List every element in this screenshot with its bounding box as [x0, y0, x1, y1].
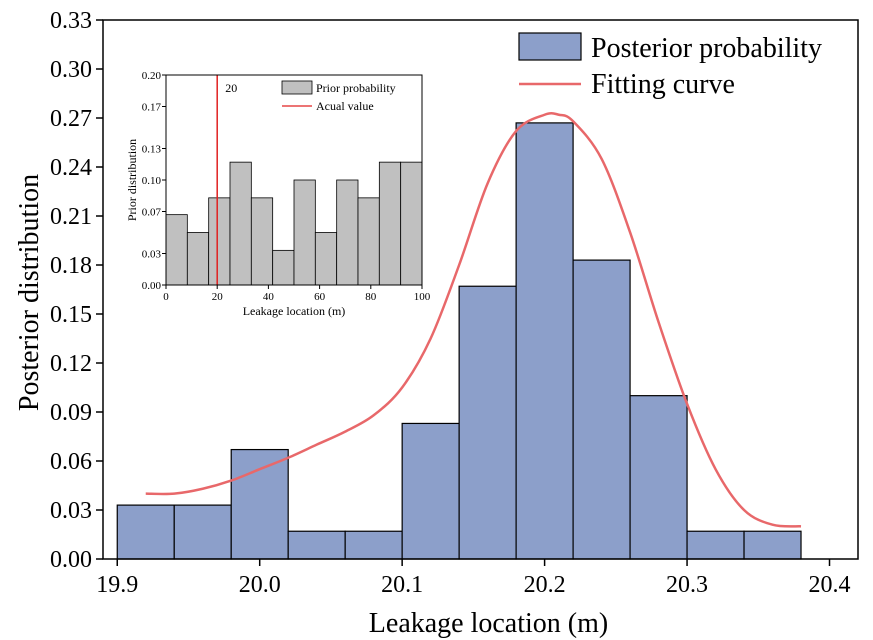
posterior-bar-0 [116, 504, 175, 560]
prior-bar-9 [357, 197, 380, 286]
y-tick-label-6: 0.18 [50, 253, 92, 279]
y-tick-label-9: 0.27 [50, 106, 92, 132]
y-tick-label-8: 0.24 [50, 155, 92, 181]
posterior-bar-5 [401, 422, 460, 560]
y-tick-label-3: 0.09 [50, 400, 92, 426]
prior-bar-6 [293, 179, 316, 286]
legend-posterior-label: Posterior probability [591, 33, 822, 64]
inset-legend: Prior probability Acual value [281, 80, 396, 113]
posterior-bar-6 [458, 285, 517, 560]
prior-bar-0 [165, 214, 188, 286]
inset-x-tick-label-1: 20 [212, 291, 224, 303]
prior-bar-2 [208, 197, 231, 286]
inset-y-tick-label-6: 0.20 [142, 70, 162, 82]
inset-x-tick-label-5: 100 [414, 291, 431, 303]
prior-bar-11 [400, 161, 423, 286]
posterior-bars [116, 122, 802, 560]
inset-y-tick-label-3: 0.10 [142, 175, 162, 187]
inset-y-tick-label-2: 0.07 [142, 207, 162, 219]
posterior-bar-3 [287, 530, 346, 560]
prior-bar-1 [186, 232, 210, 286]
main-plot-frame [102, 19, 859, 560]
x-tick-label-3: 20.2 [524, 572, 566, 598]
posterior-bar-1 [173, 504, 232, 560]
legend-actual-label: Acual value [316, 99, 374, 113]
legend-prior-label: Prior probability [316, 81, 396, 95]
posterior-bar-7 [515, 122, 574, 560]
y-tick-label-0: 0.00 [50, 547, 92, 573]
x-axis-label: Leakage location (m) [369, 608, 608, 639]
inset-y-tick-label-1: 0.03 [142, 249, 162, 261]
prior-bars [165, 161, 423, 286]
legend-posterior-swatch [518, 32, 582, 61]
legend-fit-label: Fitting curve [591, 69, 735, 100]
x-tick-label-1: 20.0 [239, 572, 281, 598]
prior-bar-10 [378, 161, 402, 286]
fitting-curve-group [145, 112, 802, 528]
inset-y-tick-label-0: 0.00 [142, 280, 162, 292]
inset-x-tick-label-4: 80 [365, 291, 377, 303]
inset-x-tick-label-0: 0 [163, 291, 169, 303]
prior-bar-3 [229, 161, 252, 286]
main-axes: 0.00 0.03 0.06 0.09 0.12 0.15 0.18 0.21 0.24 0.27… [50, 8, 859, 598]
inset-x-tick-label-2: 40 [263, 291, 275, 303]
legend-prior-swatch [281, 80, 313, 95]
inset-x-axis-label: Leakage location (m) [243, 304, 346, 318]
x-tick-label-2: 20.1 [381, 572, 423, 598]
y-tick-label-7: 0.21 [50, 204, 92, 230]
y-tick-label-2: 0.06 [50, 449, 92, 475]
inset-y-tick-label-4: 0.13 [142, 144, 162, 156]
prior-bar-8 [336, 179, 359, 286]
x-tick-label-0: 19.9 [96, 572, 138, 598]
x-tick-label-5: 20.4 [809, 572, 851, 598]
posterior-bar-10 [686, 530, 745, 560]
posterior-bar-8 [572, 259, 631, 560]
posterior-bar-2 [230, 448, 289, 560]
y-tick-label-4: 0.12 [50, 351, 92, 377]
prior-bar-4 [250, 197, 274, 286]
prior-bar-5 [272, 249, 295, 286]
x-tick-label-4: 20.3 [666, 572, 708, 598]
posterior-bar-11 [743, 530, 802, 560]
inset-x-tick-label-3: 60 [314, 291, 326, 303]
inset-y-tick-label-5: 0.17 [142, 102, 162, 114]
posterior-bar-4 [344, 530, 403, 560]
y-tick-label-11: 0.33 [50, 8, 92, 34]
posterior-bar-9 [629, 395, 688, 560]
inset-axes: 0.00 0.03 0.07 0.10 0.13 0.17 0.20 0 20 40 60 80 100 [142, 70, 431, 303]
main-legend: Posterior probability Fitting curve [518, 32, 822, 100]
inset-y-axis-label: Prior distribution [125, 139, 139, 221]
prior-bar-7 [314, 232, 338, 286]
y-tick-label-10: 0.30 [50, 57, 92, 83]
y-axis-label: Posterior distribution [14, 174, 45, 411]
inset-chart: 0.00 0.03 0.07 0.10 0.13 0.17 0.20 0 20 40 60 80 100… [125, 70, 431, 318]
y-tick-label-5: 0.15 [50, 302, 92, 328]
fitting-curve [145, 112, 802, 528]
y-tick-label-1: 0.03 [50, 498, 92, 524]
actual-value-annotation: 20 [225, 81, 237, 95]
